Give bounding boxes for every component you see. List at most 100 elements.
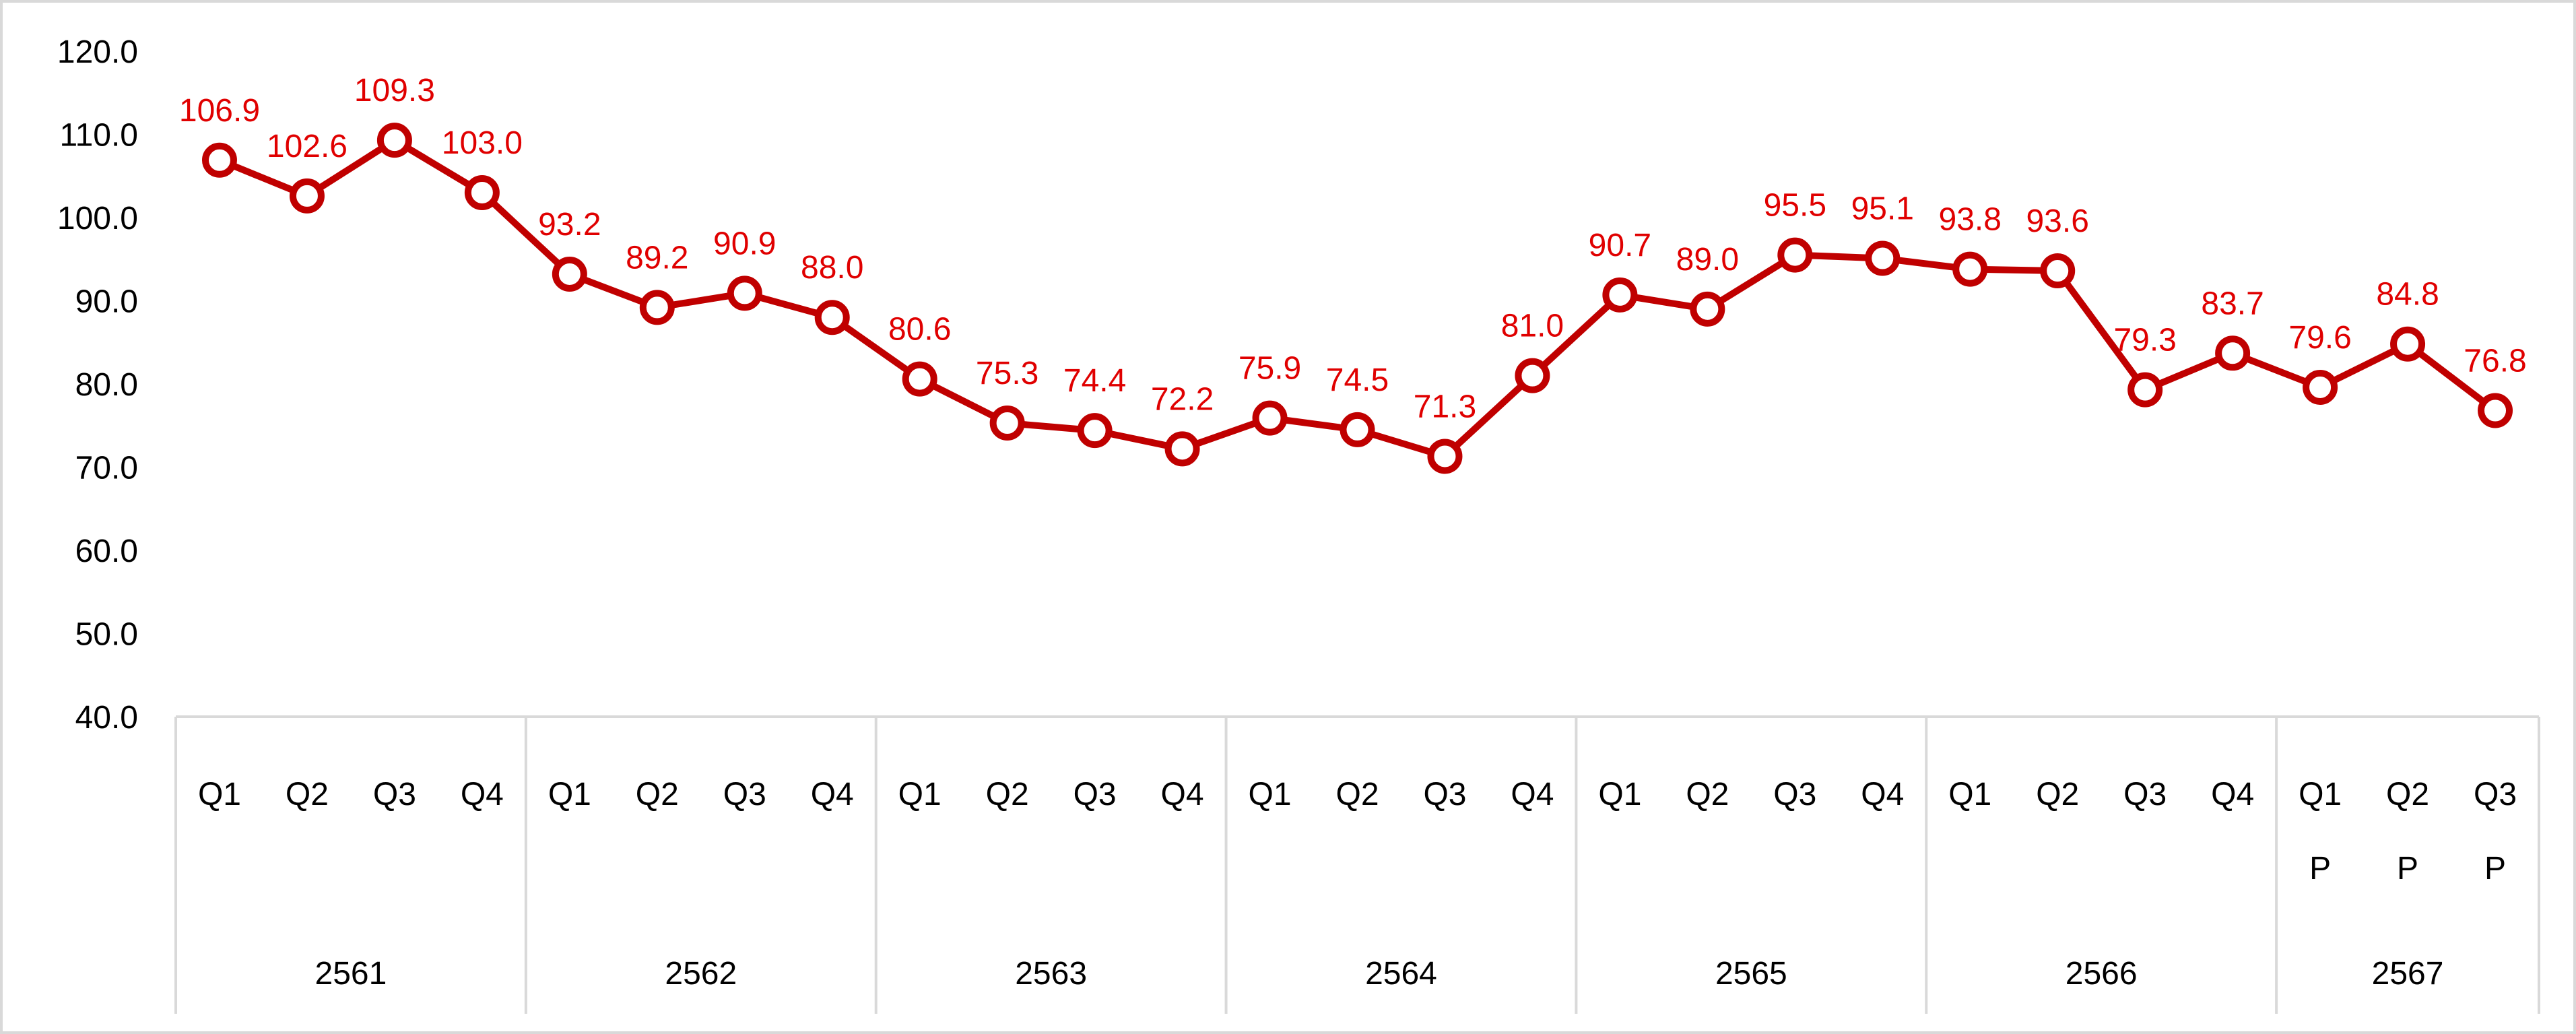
x-tick-quarter: Q1 [548, 777, 591, 812]
data-point-marker [1777, 237, 1813, 273]
data-point-marker [201, 142, 237, 178]
data-point-marker [2303, 369, 2338, 405]
data-label: 103.0 [442, 125, 523, 161]
data-label: 93.2 [538, 207, 601, 243]
data-label: 93.6 [2026, 203, 2088, 239]
x-tick-quarter: Q4 [1511, 777, 1554, 812]
x-tick-quarter: Q2 [986, 777, 1029, 812]
data-label: 95.5 [1764, 188, 1826, 224]
data-label: 89.0 [1676, 242, 1739, 278]
x-group-year: 2561 [315, 956, 387, 992]
x-tick-quarter: Q2 [1335, 777, 1379, 812]
data-point-marker [1252, 400, 1288, 436]
data-label: 75.3 [976, 356, 1038, 391]
x-tick-quarter: Q3 [2474, 777, 2517, 812]
data-point-marker [464, 174, 500, 210]
data-label: 76.8 [2464, 344, 2526, 379]
x-tick-quarter: Q4 [461, 777, 504, 812]
data-label: 75.9 [1239, 351, 1301, 387]
data-point-marker [727, 276, 762, 311]
y-tick-label: 90.0 [75, 284, 138, 320]
data-point-marker [1077, 413, 1113, 449]
x-tick-quarter: Q1 [898, 777, 942, 812]
data-label: 83.7 [2201, 286, 2264, 321]
data-point-marker [1164, 431, 1200, 467]
data-label: 106.9 [179, 93, 260, 129]
x-tick-quarter: Q3 [1074, 777, 1117, 812]
x-axis: Q1 Q2 Q3 Q4 2561 Q1 Q2 Q3 Q4 2562 Q1 Q2 Q3 Q4 2563 Q1 Q2… [174, 715, 2540, 1014]
x-group-year: 2562 [665, 956, 737, 992]
x-group-year: 2567 [2372, 956, 2444, 992]
x-tick-sub: P [2309, 851, 2331, 886]
x-tick-quarter: Q4 [811, 777, 854, 812]
x-tick-quarter: Q1 [198, 777, 241, 812]
data-point-marker [376, 123, 412, 158]
data-label: 89.2 [626, 240, 688, 276]
series-line [201, 123, 2513, 474]
x-tick-sub: P [2484, 851, 2506, 886]
data-point-marker [289, 178, 325, 214]
x-tick-quarter: Q3 [723, 777, 766, 812]
y-tick-label: 60.0 [75, 534, 138, 569]
data-point-marker [1602, 277, 1638, 313]
data-label: 71.3 [1414, 389, 1476, 424]
data-point-marker [552, 256, 587, 292]
x-group-year: 2563 [1015, 956, 1087, 992]
data-label: 79.6 [2288, 320, 2351, 356]
data-point-marker [2040, 253, 2076, 289]
data-label: 74.4 [1063, 363, 1126, 399]
y-tick-label: 40.0 [75, 700, 138, 736]
x-tick-quarter: Q3 [2123, 777, 2167, 812]
x-tick-quarter: Q1 [1598, 777, 1641, 812]
y-tick-label: 50.0 [75, 617, 138, 653]
data-point-marker [989, 406, 1025, 441]
data-label: 102.6 [267, 129, 348, 164]
data-point-marker [1690, 291, 1725, 327]
data-label: 95.1 [1851, 191, 1914, 227]
x-tick-quarter: Q1 [1249, 777, 1292, 812]
x-tick-quarter: Q3 [373, 777, 416, 812]
x-tick-quarter: Q4 [1161, 777, 1204, 812]
x-tick-quarter: Q2 [286, 777, 329, 812]
data-label: 79.3 [2113, 323, 2176, 358]
y-tick-label: 120.0 [57, 34, 138, 70]
x-group-year: 2566 [2066, 956, 2138, 992]
data-label: 109.3 [354, 73, 435, 108]
data-label: 72.2 [1151, 381, 1214, 417]
x-tick-quarter: Q2 [2036, 777, 2079, 812]
y-tick-label: 80.0 [75, 367, 138, 403]
x-tick-quarter: Q2 [2386, 777, 2429, 812]
data-point-marker [1427, 439, 1463, 474]
x-tick-quarter: Q4 [2211, 777, 2254, 812]
x-tick-quarter: Q3 [1773, 777, 1816, 812]
data-label: 88.0 [801, 250, 863, 286]
data-point-marker [1515, 358, 1550, 393]
data-label: 80.6 [888, 312, 951, 348]
data-point-marker [2478, 393, 2513, 428]
y-tick-label: 110.0 [59, 118, 138, 154]
data-label: 90.9 [713, 226, 776, 261]
data-point-marker [814, 300, 850, 335]
data-label: 90.7 [1589, 228, 1651, 263]
data-point-marker [1952, 251, 1988, 287]
data-point-marker [1865, 240, 1901, 276]
data-point-marker [2127, 372, 2163, 408]
y-tick-label: 100.0 [57, 201, 138, 236]
y-tick-label: 70.0 [75, 451, 138, 486]
data-label: 81.0 [1501, 309, 1564, 344]
data-point-marker [902, 361, 937, 397]
data-label: 74.5 [1326, 362, 1389, 398]
x-tick-quarter: Q4 [1861, 777, 1904, 812]
data-label: 93.8 [1939, 202, 2002, 238]
x-tick-quarter: Q1 [2299, 777, 2342, 812]
x-tick-quarter: Q2 [1686, 777, 1729, 812]
x-group-year: 2564 [1365, 956, 1437, 992]
x-group-year: 2565 [1715, 956, 1787, 992]
x-tick-quarter: Q3 [1423, 777, 1466, 812]
data-point-marker [1340, 412, 1375, 447]
y-axis: 40.0 50.0 60.0 70.0 80.0 90.0 100.0 110.0 120.0 [57, 34, 138, 736]
x-tick-quarter: Q2 [636, 777, 679, 812]
